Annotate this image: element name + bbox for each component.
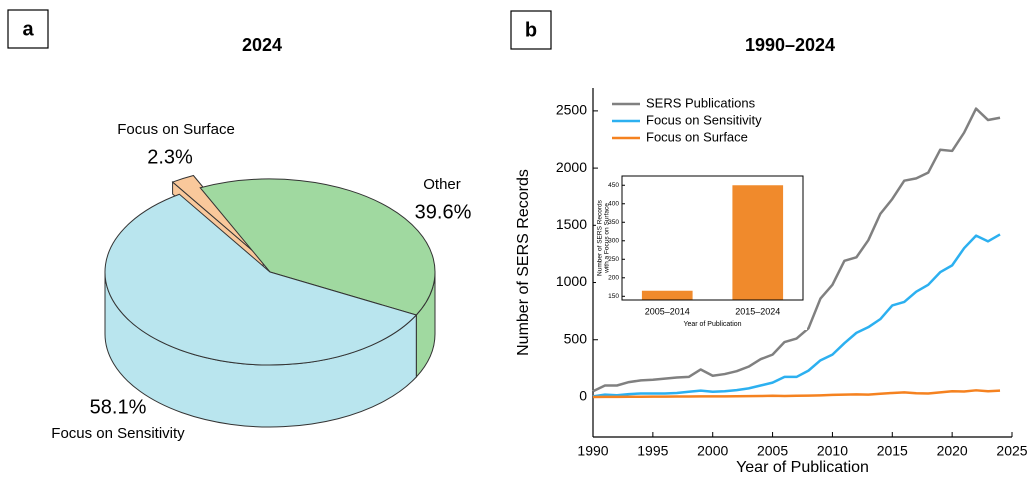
chart-title: 1990–2024	[745, 35, 835, 55]
y-tick-label: 400	[608, 200, 619, 207]
slice-value-label: 2.3%	[147, 146, 193, 168]
x-tick-label: 1995	[637, 443, 668, 459]
x-tick-label: 2015	[877, 443, 908, 459]
slice-label: Focus on Sensitivity	[51, 425, 185, 442]
x-tick-label: 2025	[996, 443, 1027, 459]
bar	[732, 185, 784, 300]
y-tick-label: 300	[608, 237, 619, 244]
line-series	[592, 233, 1001, 398]
x-tick-label: 2005	[757, 443, 788, 459]
legend-label: SERS Publications	[646, 95, 756, 110]
panel-label-box	[510, 10, 552, 50]
bar	[641, 290, 693, 300]
y-tick-label: 2000	[556, 159, 587, 175]
y-tick-label: 1500	[556, 216, 587, 232]
y-tick-label: 2500	[556, 102, 587, 118]
y-tick-label: 1000	[556, 273, 587, 289]
y-tick-label: 0	[579, 388, 587, 404]
panel-label-box	[7, 9, 49, 49]
y-tick-label: 250	[608, 256, 619, 263]
x-axis-label: Year of Publication	[683, 321, 741, 328]
y-axis-label: Number of SERS Records	[515, 169, 532, 356]
x-tick-label: 2010	[817, 443, 848, 459]
y-tick-label: 500	[564, 330, 588, 346]
slice-value-label: 39.6%	[415, 201, 472, 223]
y-axis-label: with a Focus on Surface	[604, 203, 611, 274]
line-series	[592, 389, 1001, 399]
pie-slice	[104, 193, 418, 366]
x-tick-label: 2015–2024	[735, 306, 780, 316]
inset-frame	[621, 175, 804, 301]
pie-slice	[171, 174, 264, 261]
y-tick-label: 200	[608, 275, 619, 282]
slice-value-label: 58.1%	[90, 396, 147, 418]
panel-label: a	[22, 18, 34, 40]
y-tick-label: 450	[608, 182, 619, 189]
line-series	[592, 107, 1001, 393]
legend-label: Focus on Surface	[646, 129, 748, 144]
slice-label: Other	[423, 176, 461, 193]
x-tick-label: 2000	[697, 443, 728, 459]
legend-label: Focus on Sensitivity	[646, 112, 762, 127]
chart-title: 2024	[242, 35, 282, 55]
x-axis-label: Year of Publication	[736, 459, 869, 476]
pie-slice	[199, 178, 436, 316]
slice-label: Focus on Surface	[117, 121, 235, 138]
panel-label: b	[525, 19, 537, 41]
x-tick-label: 2005–2014	[645, 306, 690, 316]
x-tick-label: 2020	[937, 443, 968, 459]
y-tick-label: 150	[608, 293, 619, 300]
y-tick-label: 350	[608, 219, 619, 226]
y-axis-label: Number of SERS Records	[597, 199, 604, 276]
x-tick-label: 1990	[577, 443, 608, 459]
